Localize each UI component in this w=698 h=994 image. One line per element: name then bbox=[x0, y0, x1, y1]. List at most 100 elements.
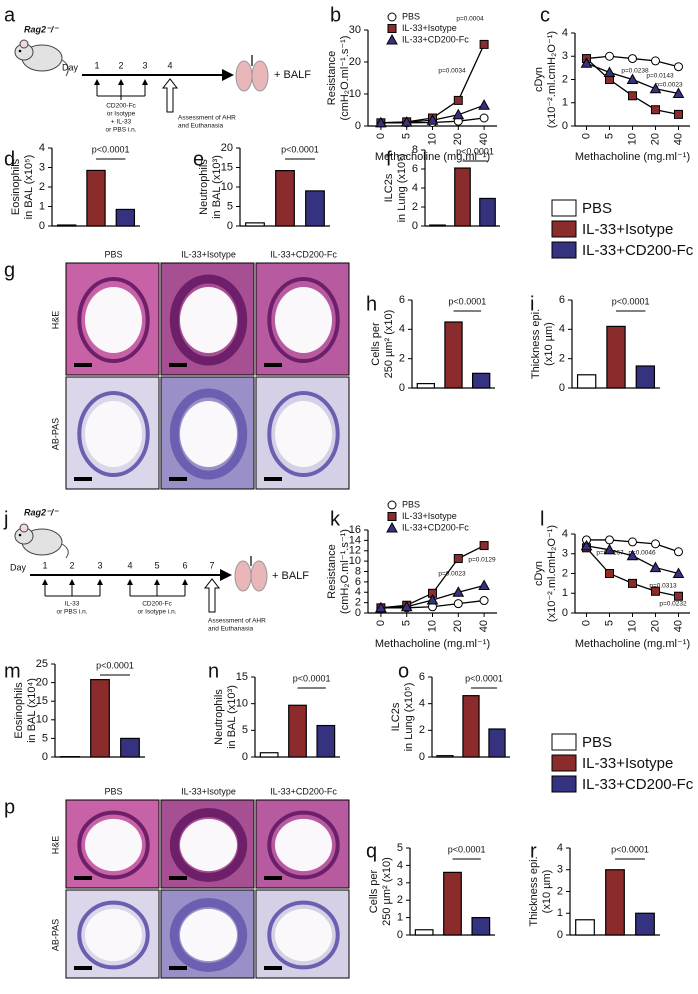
assessment: Assessment of AHR bbox=[178, 115, 236, 122]
panel-letter: h bbox=[366, 293, 377, 315]
legend-label: IL-33+CD200-Fc bbox=[402, 522, 469, 532]
y-tick-label: 0 bbox=[39, 220, 45, 232]
data-point bbox=[375, 116, 387, 128]
airway-wall bbox=[267, 276, 340, 364]
data-point bbox=[479, 541, 489, 551]
legend-marker bbox=[387, 500, 397, 510]
data-point bbox=[400, 600, 413, 612]
panel-letter: e bbox=[193, 148, 204, 170]
y-tick-label: 3 bbox=[562, 548, 568, 560]
assessment-arrow bbox=[203, 578, 221, 613]
day: 1 bbox=[42, 560, 47, 570]
y-tick-label: 25 bbox=[36, 658, 48, 670]
annotation: p=0.0046 bbox=[628, 550, 656, 557]
scale-bar bbox=[74, 363, 92, 367]
airway-wall bbox=[169, 274, 248, 366]
airway-wall bbox=[267, 900, 340, 970]
y-axis-label: (x10⁻².ml.cmH₂O⁻¹) bbox=[546, 525, 558, 622]
data-point bbox=[674, 591, 683, 601]
y-tick-label: 14 bbox=[349, 534, 361, 546]
bar bbox=[275, 170, 295, 227]
y-tick-label: 0 bbox=[562, 607, 568, 619]
annotation: p<0.0001 bbox=[465, 673, 503, 683]
y-tick-label: 0 bbox=[227, 220, 233, 232]
day: 4 bbox=[167, 60, 172, 70]
y-tick-label: 3 bbox=[562, 50, 568, 62]
bar bbox=[454, 167, 471, 227]
x-tick-label: 40 bbox=[672, 133, 684, 145]
legend-label: PBS bbox=[582, 200, 612, 217]
chart-bar: e 0 5 10 15 20 Neutrophils in BAL (x10³) p<0.000… bbox=[193, 142, 330, 232]
y-tick-label: 5 bbox=[397, 842, 403, 854]
airway-lumen bbox=[275, 908, 332, 962]
y-tick-label: 20 bbox=[36, 677, 48, 689]
data-point bbox=[426, 114, 439, 125]
y-tick-label: 1 bbox=[39, 200, 45, 212]
bar bbox=[443, 871, 462, 936]
annotation: p=0.0313 bbox=[649, 583, 677, 590]
airway-wall bbox=[77, 810, 150, 880]
data-point bbox=[672, 567, 685, 578]
annotation: p=0.0143 bbox=[646, 73, 674, 80]
panel-letter: d bbox=[4, 148, 15, 170]
y-tick-label: 10 bbox=[221, 181, 233, 193]
y-tick-label: 6 bbox=[355, 576, 361, 588]
day-label: Day bbox=[10, 562, 27, 572]
row-label: AB-PAS bbox=[50, 919, 60, 951]
legend-swatch bbox=[551, 220, 577, 238]
airway-lumen bbox=[180, 818, 237, 872]
legend-label: IL-33+Isotype bbox=[402, 511, 457, 521]
y-tick-label: 8 bbox=[412, 144, 418, 156]
x-tick-label: 20 bbox=[649, 620, 661, 632]
y-axis-label: Neutrophils bbox=[213, 689, 225, 745]
data-point bbox=[375, 601, 387, 613]
airway-lumen bbox=[85, 286, 142, 354]
y-axis-label: (x10 µm) bbox=[543, 322, 555, 366]
airway-wall bbox=[77, 900, 150, 970]
data-point bbox=[603, 543, 616, 555]
data-point bbox=[605, 51, 614, 61]
treatment: or PBS i.n. bbox=[105, 127, 136, 134]
data-point bbox=[674, 109, 683, 119]
legend-label: IL-33+CD200-Fc bbox=[582, 776, 694, 793]
y-tick-label: 0 bbox=[397, 929, 403, 941]
legend-label: IL-33+Isotype bbox=[582, 221, 673, 238]
y-tick-label: 0 bbox=[242, 751, 248, 763]
airway-wall bbox=[267, 390, 340, 478]
panel-letter: l bbox=[540, 508, 544, 530]
y-tick-label: 0 bbox=[355, 120, 361, 132]
airway-lumen bbox=[180, 908, 237, 962]
bar bbox=[606, 325, 626, 389]
panel-letter: j bbox=[3, 508, 8, 530]
dose-arrows bbox=[42, 579, 188, 597]
day-label: Day bbox=[62, 62, 79, 72]
x-tick-label: 5 bbox=[401, 620, 413, 626]
y-tick-label: 6 bbox=[412, 163, 418, 175]
legend-marker bbox=[386, 521, 398, 533]
day: 7 bbox=[209, 560, 214, 570]
y-axis-label: Thickness epi. bbox=[528, 856, 540, 926]
y-tick-label: 0 bbox=[412, 220, 418, 232]
x-tick-label: 20 bbox=[452, 133, 464, 145]
annotation: p<0.0001 bbox=[611, 844, 649, 854]
y-tick-label: 0 bbox=[42, 751, 48, 763]
day: 3 bbox=[142, 60, 147, 70]
y-tick-label: 15 bbox=[36, 695, 48, 707]
y-tick-label: 4 bbox=[419, 698, 425, 710]
y-axis-label: in Lung (x10⁵) bbox=[396, 154, 408, 223]
x-axis-label: Methacholine (mg.ml⁻¹) bbox=[575, 638, 690, 650]
data-point bbox=[452, 586, 465, 597]
annotation: p=0.0238 bbox=[621, 68, 649, 75]
data-point bbox=[400, 116, 413, 127]
y-axis-label: cDyn bbox=[533, 561, 545, 586]
x-tick-label: 5 bbox=[603, 133, 615, 139]
annotation: p<0.0001 bbox=[92, 144, 130, 154]
y-tick-label: 10 bbox=[236, 698, 248, 710]
legend-label: PBS bbox=[402, 499, 420, 509]
data-point bbox=[651, 56, 660, 66]
column-label: PBS bbox=[104, 786, 122, 796]
airway-lumen bbox=[275, 818, 332, 872]
y-tick-label: 5 bbox=[242, 724, 248, 736]
airway-lumen bbox=[180, 400, 237, 468]
data-point bbox=[651, 539, 660, 549]
